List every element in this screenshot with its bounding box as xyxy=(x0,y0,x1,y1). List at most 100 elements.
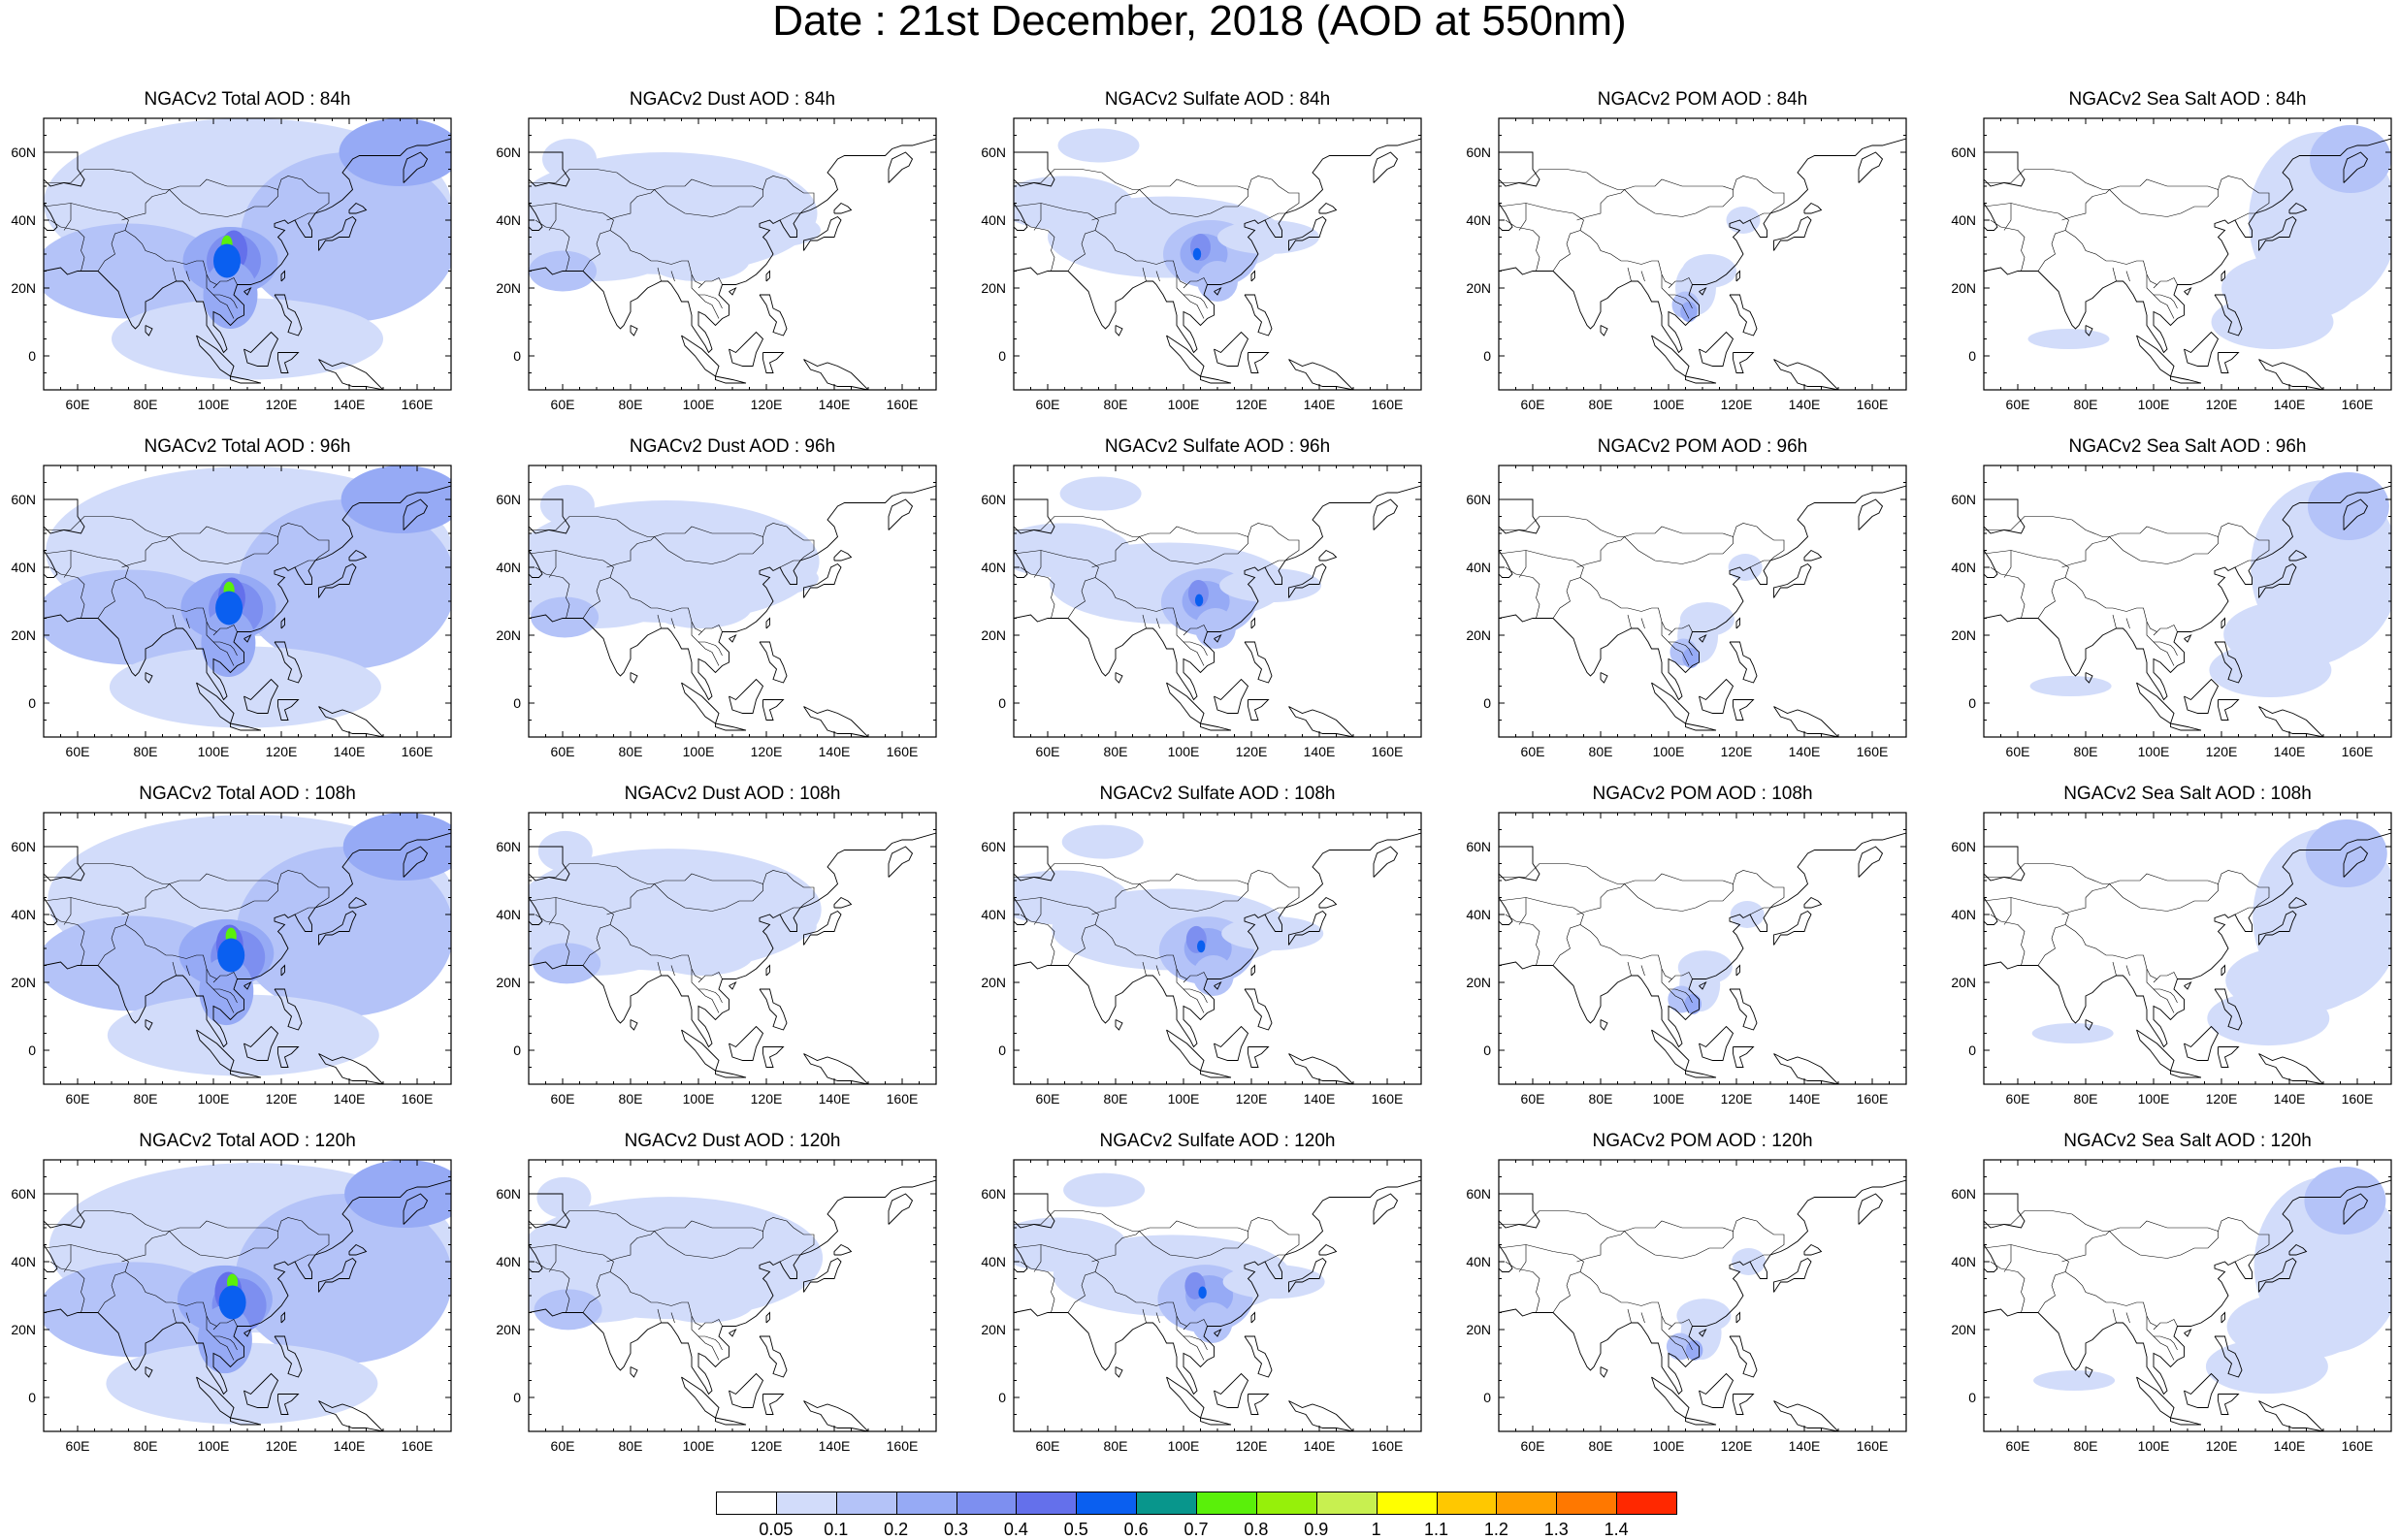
country-border xyxy=(698,641,723,657)
coastline xyxy=(1373,498,1399,530)
aod-contour-region xyxy=(342,813,451,881)
lat-tick-label: 40N xyxy=(11,212,36,228)
country-border xyxy=(1183,294,1208,309)
country-border xyxy=(1094,230,1208,285)
coastline xyxy=(243,678,279,714)
country-border xyxy=(1142,267,1147,282)
lon-tick-label: 160E xyxy=(887,397,919,412)
coastline xyxy=(1214,331,1249,367)
colorbar-swatch xyxy=(1556,1492,1618,1515)
lon-tick-label: 160E xyxy=(1372,1091,1404,1107)
country-border xyxy=(1984,1210,2110,1232)
lat-tick-label: 20N xyxy=(11,975,36,990)
country-border xyxy=(145,176,330,214)
country-border xyxy=(124,577,238,632)
lat-tick-label: 0 xyxy=(1968,1043,1976,1058)
lat-tick-label: 40N xyxy=(1951,212,1976,228)
lon-tick-label: 160E xyxy=(1857,397,1889,412)
panel-title: NGACv2 Sulfate AOD : 108h xyxy=(1099,784,1336,804)
coastline xyxy=(1699,633,1707,643)
coastline xyxy=(1014,550,1028,578)
coastline xyxy=(1984,151,2026,187)
country-border xyxy=(1624,883,1734,912)
panel-title: NGACv2 POM AOD : 96h xyxy=(1597,436,1808,457)
lon-tick-label: 160E xyxy=(2342,397,2374,412)
country-border xyxy=(2154,294,2178,309)
country-border xyxy=(2125,1312,2130,1324)
coastline xyxy=(196,1376,235,1419)
coastline xyxy=(1773,359,1839,390)
panel-title: NGACv2 Dust AOD : 84h xyxy=(629,89,836,110)
country-border xyxy=(697,979,702,983)
coastline xyxy=(2184,980,2192,990)
coastline xyxy=(243,633,252,643)
lat-tick-label: 60N xyxy=(1466,144,1491,160)
coastline xyxy=(2170,375,2202,384)
country-border xyxy=(1984,550,2069,619)
lat-tick-label: 0 xyxy=(513,1390,521,1405)
panel-title: NGACv2 Total AOD : 96h xyxy=(144,436,351,457)
country-border xyxy=(548,203,557,231)
aod-field xyxy=(529,1176,936,1431)
coastline xyxy=(1115,672,1123,684)
coastline xyxy=(1685,1417,1717,1426)
colorbar-label: 0.2 xyxy=(884,1520,909,1539)
aod-contour-region xyxy=(1187,579,1209,607)
map-frame xyxy=(1498,117,1907,391)
coastline xyxy=(1600,672,1608,684)
lon-tick-label: 80E xyxy=(1104,1438,1128,1454)
aod-contour-region xyxy=(542,139,597,179)
coastline xyxy=(280,270,285,282)
coastline xyxy=(1858,498,1884,530)
country-border xyxy=(2125,965,2130,977)
lon-tick-label: 60E xyxy=(2006,1091,2030,1107)
lat-tick-label: 60N xyxy=(1951,492,1976,507)
coastline xyxy=(44,1179,451,1396)
coastline xyxy=(715,1070,747,1078)
coastline xyxy=(1803,202,1823,214)
coastline xyxy=(280,1311,285,1324)
coastline xyxy=(2258,215,2297,251)
coastline xyxy=(44,485,451,701)
lon-tick-label: 80E xyxy=(1589,1438,1613,1454)
country-border xyxy=(49,914,85,966)
coastline xyxy=(230,722,262,731)
coastline xyxy=(759,294,788,337)
country-border xyxy=(1155,965,1160,977)
coastline xyxy=(1288,910,1327,946)
coastline xyxy=(2184,331,2220,367)
coastline xyxy=(529,1244,543,1272)
coastline xyxy=(715,722,747,731)
lon-tick-label: 100E xyxy=(1168,744,1200,759)
map-panel-dust-108h: NGACv2 Dust AOD : 108h 60E 80E 100E 120E 140E… xyxy=(485,784,937,1107)
country-border xyxy=(1668,1326,1672,1331)
country-border xyxy=(213,1335,238,1351)
lat-tick-label: 60N xyxy=(981,839,1006,854)
country-border xyxy=(1091,550,1117,568)
country-border xyxy=(1518,1244,1527,1272)
coastline xyxy=(2258,706,2324,737)
coastline xyxy=(2221,1311,2225,1324)
country-border xyxy=(2112,1308,2117,1324)
aod-map: 60E 80E 100E 120E 140E 160E 60N 40N 20N 0 xyxy=(11,465,452,759)
colorbar-swatch xyxy=(1136,1492,1197,1515)
lon-tick-label: 80E xyxy=(134,1438,158,1454)
lon-tick-label: 140E xyxy=(819,744,851,759)
coastline xyxy=(2288,896,2308,909)
country-border xyxy=(535,566,570,619)
coastline xyxy=(1984,846,2026,882)
country-border xyxy=(535,914,570,966)
country-border xyxy=(1499,863,1625,884)
coastline xyxy=(1733,352,1755,373)
country-border xyxy=(1990,914,2026,966)
coastline xyxy=(274,641,303,684)
country-border xyxy=(1264,212,1285,221)
lon-tick-label: 120E xyxy=(1236,397,1268,412)
coastline xyxy=(1014,897,1028,925)
country-border xyxy=(2109,189,2219,217)
aod-contour-region xyxy=(1222,1265,1325,1299)
country-border xyxy=(1668,284,1672,289)
country-border xyxy=(2146,622,2175,666)
coastline xyxy=(1699,1328,1707,1337)
lon-tick-label: 80E xyxy=(134,744,158,759)
